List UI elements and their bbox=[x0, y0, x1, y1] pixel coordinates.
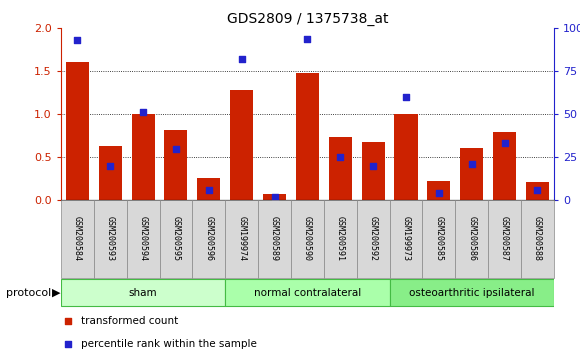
Bar bbox=[329, 137, 351, 200]
Bar bbox=[225, 279, 390, 307]
Bar bbox=[66, 62, 89, 200]
Text: GSM200591: GSM200591 bbox=[336, 216, 345, 262]
Text: percentile rank within the sample: percentile rank within the sample bbox=[81, 339, 256, 349]
Text: normal contralateral: normal contralateral bbox=[254, 288, 361, 298]
Bar bbox=[126, 200, 160, 278]
Text: GSM200588: GSM200588 bbox=[533, 216, 542, 262]
Text: GSM200594: GSM200594 bbox=[139, 216, 147, 262]
Text: GSM200584: GSM200584 bbox=[73, 216, 82, 262]
Bar bbox=[422, 200, 455, 278]
Text: ▶: ▶ bbox=[52, 288, 61, 298]
Point bbox=[533, 187, 542, 193]
Bar bbox=[493, 132, 516, 200]
Bar bbox=[390, 279, 554, 307]
Bar bbox=[61, 200, 94, 278]
Point bbox=[237, 56, 246, 62]
Bar bbox=[61, 279, 225, 307]
Bar bbox=[390, 200, 422, 278]
Text: GSM200592: GSM200592 bbox=[369, 216, 378, 262]
Text: GSM199973: GSM199973 bbox=[401, 216, 411, 262]
Point bbox=[139, 110, 148, 115]
Bar bbox=[230, 90, 253, 200]
Text: sham: sham bbox=[129, 288, 157, 298]
Title: GDS2809 / 1375738_at: GDS2809 / 1375738_at bbox=[227, 12, 388, 26]
Point bbox=[434, 190, 444, 196]
Bar bbox=[258, 200, 291, 278]
Point bbox=[64, 318, 73, 324]
Text: GSM200590: GSM200590 bbox=[303, 216, 312, 262]
Text: GSM199974: GSM199974 bbox=[237, 216, 246, 262]
Point bbox=[106, 163, 115, 169]
Point bbox=[500, 141, 509, 146]
Bar bbox=[94, 200, 126, 278]
Text: GSM200593: GSM200593 bbox=[106, 216, 115, 262]
Text: GSM200595: GSM200595 bbox=[172, 216, 180, 262]
Bar bbox=[160, 200, 193, 278]
Text: osteoarthritic ipsilateral: osteoarthritic ipsilateral bbox=[409, 288, 535, 298]
Bar bbox=[488, 200, 521, 278]
Point bbox=[270, 194, 279, 199]
Bar bbox=[193, 200, 225, 278]
Bar bbox=[461, 148, 483, 200]
Bar bbox=[296, 73, 319, 200]
Text: GSM200587: GSM200587 bbox=[500, 216, 509, 262]
Point bbox=[204, 187, 213, 193]
Point bbox=[368, 163, 378, 169]
Point bbox=[64, 341, 73, 347]
Bar bbox=[324, 200, 357, 278]
Point bbox=[303, 36, 312, 41]
Text: GSM200586: GSM200586 bbox=[467, 216, 476, 262]
Bar bbox=[427, 181, 450, 200]
Bar bbox=[99, 146, 122, 200]
Bar bbox=[394, 114, 418, 200]
Text: GSM200596: GSM200596 bbox=[204, 216, 213, 262]
Bar bbox=[225, 200, 258, 278]
Text: GSM200589: GSM200589 bbox=[270, 216, 279, 262]
Point bbox=[401, 94, 411, 100]
Bar bbox=[165, 130, 187, 200]
Bar bbox=[455, 200, 488, 278]
Point bbox=[467, 161, 476, 167]
Bar bbox=[291, 200, 324, 278]
Bar bbox=[362, 143, 385, 200]
Bar bbox=[263, 194, 286, 200]
Bar bbox=[521, 200, 554, 278]
Text: transformed count: transformed count bbox=[81, 316, 178, 326]
Text: protocol: protocol bbox=[6, 288, 51, 298]
Point bbox=[336, 154, 345, 160]
Bar bbox=[197, 178, 220, 200]
Bar bbox=[357, 200, 390, 278]
Point bbox=[171, 146, 180, 152]
Point bbox=[72, 38, 82, 43]
Bar bbox=[526, 182, 549, 200]
Bar bbox=[132, 114, 154, 200]
Text: GSM200585: GSM200585 bbox=[434, 216, 443, 262]
